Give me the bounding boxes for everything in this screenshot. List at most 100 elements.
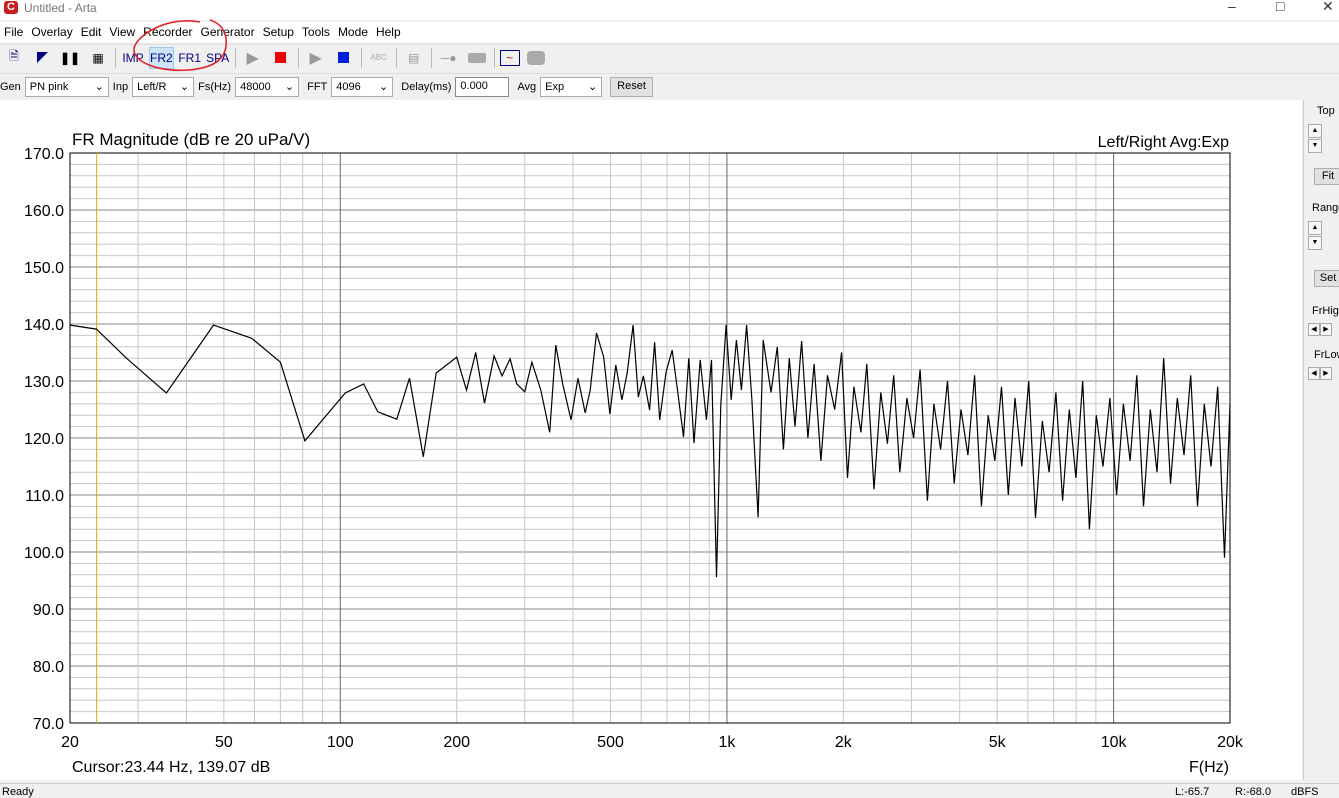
delay-input[interactable]: 0.000	[455, 76, 510, 97]
menu-overlay[interactable]: Overlay	[31, 25, 73, 39]
toolbar: 🗎 ❚❚ ▦ IMP FR2 FR1 SPA ▶ ▶ ABC ▤ ─● ~	[0, 44, 1339, 70]
open-icon[interactable]	[30, 47, 54, 69]
top-up-button[interactable]: ▲	[1308, 124, 1322, 138]
fft-label: FFT	[307, 80, 328, 93]
separator	[360, 47, 362, 68]
top-label: Top	[1317, 105, 1335, 117]
menu-edit[interactable]: Edit	[80, 25, 102, 39]
maximize-button[interactable]: □	[1276, 0, 1285, 14]
separator	[493, 47, 495, 68]
close-button[interactable]: ✕	[1322, 0, 1334, 14]
y-tick-label: 130.0	[24, 374, 64, 391]
separator	[430, 47, 432, 68]
arta-logo-icon: C	[4, 1, 18, 14]
probe-icon[interactable]: ─●	[440, 50, 457, 65]
hatch-icon[interactable]: ▤	[408, 50, 420, 65]
frhigh-left-button[interactable]: ◀	[1308, 323, 1320, 336]
chart-info: Left/Right Avg:Exp	[1098, 134, 1229, 151]
fs-select[interactable]: 48000 ⌄	[235, 76, 300, 97]
inp-select[interactable]: Left/R ⌄	[132, 76, 195, 97]
avg-select[interactable]: Exp ⌄	[540, 76, 603, 97]
y-tick-label: 160.0	[24, 203, 64, 220]
right-level: R:-68.0	[1235, 786, 1272, 798]
x-tick-label: 500	[597, 734, 624, 751]
scope-icon[interactable]: ~	[499, 49, 520, 66]
y-tick-label: 110.0	[25, 488, 64, 505]
annotation-circle	[133, 19, 227, 72]
frhigh-label: FrHigh	[1312, 305, 1339, 317]
table-icon[interactable]: ▦	[92, 50, 104, 65]
chevron-down-icon: ⌄	[587, 81, 598, 93]
title-bar: C Untitled - Arta – □ ✕	[0, 0, 1339, 20]
fr1-button[interactable]: FR1	[178, 50, 201, 65]
play-icon[interactable]: ▶	[309, 49, 322, 67]
y-tick-label: 140.0	[24, 317, 64, 334]
plot-frame	[69, 152, 1231, 724]
top-down-button[interactable]: ▼	[1308, 139, 1322, 153]
x-tick-label: 100	[327, 734, 354, 751]
play-icon[interactable]: ▶	[246, 49, 259, 67]
menu-tools[interactable]: Tools	[301, 25, 330, 39]
pause-icon[interactable]: ❚❚	[59, 50, 81, 65]
chevron-down-icon: ⌄	[179, 81, 190, 93]
controls-bar: Gen PN pink ⌄ Inp Left/R ⌄ Fs(Hz) 48000 ⌄ F…	[0, 73, 1339, 99]
x-tick-label: 20k	[1217, 734, 1244, 751]
y-tick-label: 70.0	[33, 716, 64, 733]
menu-generator[interactable]: Generator	[200, 25, 255, 39]
side-panel: Top ▲ ▼ Fit Range ▲ ▼ Set FrHigh ◀ ▶ FrL…	[1303, 100, 1339, 780]
gen-label: Gen	[0, 80, 21, 93]
separator	[115, 47, 116, 68]
chart-area[interactable]: 170.0 160.0 150.0 140.0 130.0 120.0 110.0 100.0…	[0, 100, 1302, 780]
frhigh-right-button[interactable]: ▶	[1320, 323, 1332, 336]
y-tick-label: 100.0	[24, 545, 64, 562]
avg-label: Avg	[517, 80, 537, 93]
y-tick-label: 170.0	[24, 146, 64, 163]
fs-value: 48000	[240, 80, 271, 93]
frlow-left-button[interactable]: ◀	[1308, 367, 1320, 380]
x-tick-label: 20	[61, 734, 79, 751]
menu-setup[interactable]: Setup	[262, 25, 294, 39]
chevron-down-icon: ⌄	[379, 81, 389, 93]
avg-value: Exp	[545, 80, 565, 93]
y-tick-label: 80.0	[33, 659, 64, 676]
stop-icon[interactable]	[269, 47, 293, 69]
imp-button[interactable]: IMP	[122, 50, 144, 65]
minimize-button[interactable]: –	[1228, 0, 1236, 14]
frlow-right-button[interactable]: ▶	[1320, 367, 1332, 380]
menu-help[interactable]: Help	[375, 25, 401, 39]
gen-select[interactable]: PN pink ⌄	[24, 76, 109, 97]
new-icon[interactable]: 🗎	[9, 49, 19, 63]
cursor-readout: Cursor:23.44 Hz, 139.07 dB	[72, 759, 270, 776]
chevron-down-icon: ⌄	[284, 81, 295, 93]
left-level: L:-65.7	[1175, 786, 1210, 798]
status-bar: Ready L:-65.7 R:-68.0 dBFS	[0, 783, 1339, 798]
menu-view[interactable]: View	[109, 25, 136, 39]
x-tick-label: 200	[443, 734, 470, 751]
device-icon[interactable]	[465, 47, 489, 69]
fs-label: Fs(Hz)	[198, 80, 232, 93]
x-axis-label: F(Hz)	[1189, 759, 1229, 776]
fit-button[interactable]: Fit	[1314, 168, 1339, 185]
x-tick-label: 50	[215, 734, 233, 751]
reset-button[interactable]: Reset	[610, 76, 653, 97]
range-label: Range	[1312, 202, 1339, 214]
set-button[interactable]: Set	[1314, 270, 1339, 287]
y-tick-label: 150.0	[24, 260, 64, 277]
separator	[395, 47, 397, 68]
x-tick-label: 5k	[989, 734, 1007, 751]
menu-file[interactable]: File	[4, 25, 24, 39]
menu-bar: File Overlay Edit View Recorder Generator Setu…	[0, 22, 1339, 42]
range-down-button[interactable]: ▼	[1308, 236, 1322, 250]
menu-mode[interactable]: Mode	[337, 25, 368, 39]
chevron-down-icon: ⌄	[94, 81, 104, 93]
fr-magnitude-chart[interactable]: 170.0 160.0 150.0 140.0 130.0 120.0 110.0 100.0…	[0, 100, 1302, 780]
range-up-button[interactable]: ▲	[1308, 221, 1322, 235]
stop-icon[interactable]	[332, 47, 356, 69]
gen-value: PN pink	[29, 80, 69, 93]
device-icon[interactable]	[524, 47, 548, 69]
abc-icon[interactable]: ABC	[370, 53, 387, 62]
fft-select[interactable]: 4096 ⌄	[331, 76, 394, 97]
frlow-label: FrLow	[1314, 349, 1339, 361]
x-tick-label: 1k	[718, 734, 736, 751]
fr2-button[interactable]: FR2	[149, 46, 174, 69]
